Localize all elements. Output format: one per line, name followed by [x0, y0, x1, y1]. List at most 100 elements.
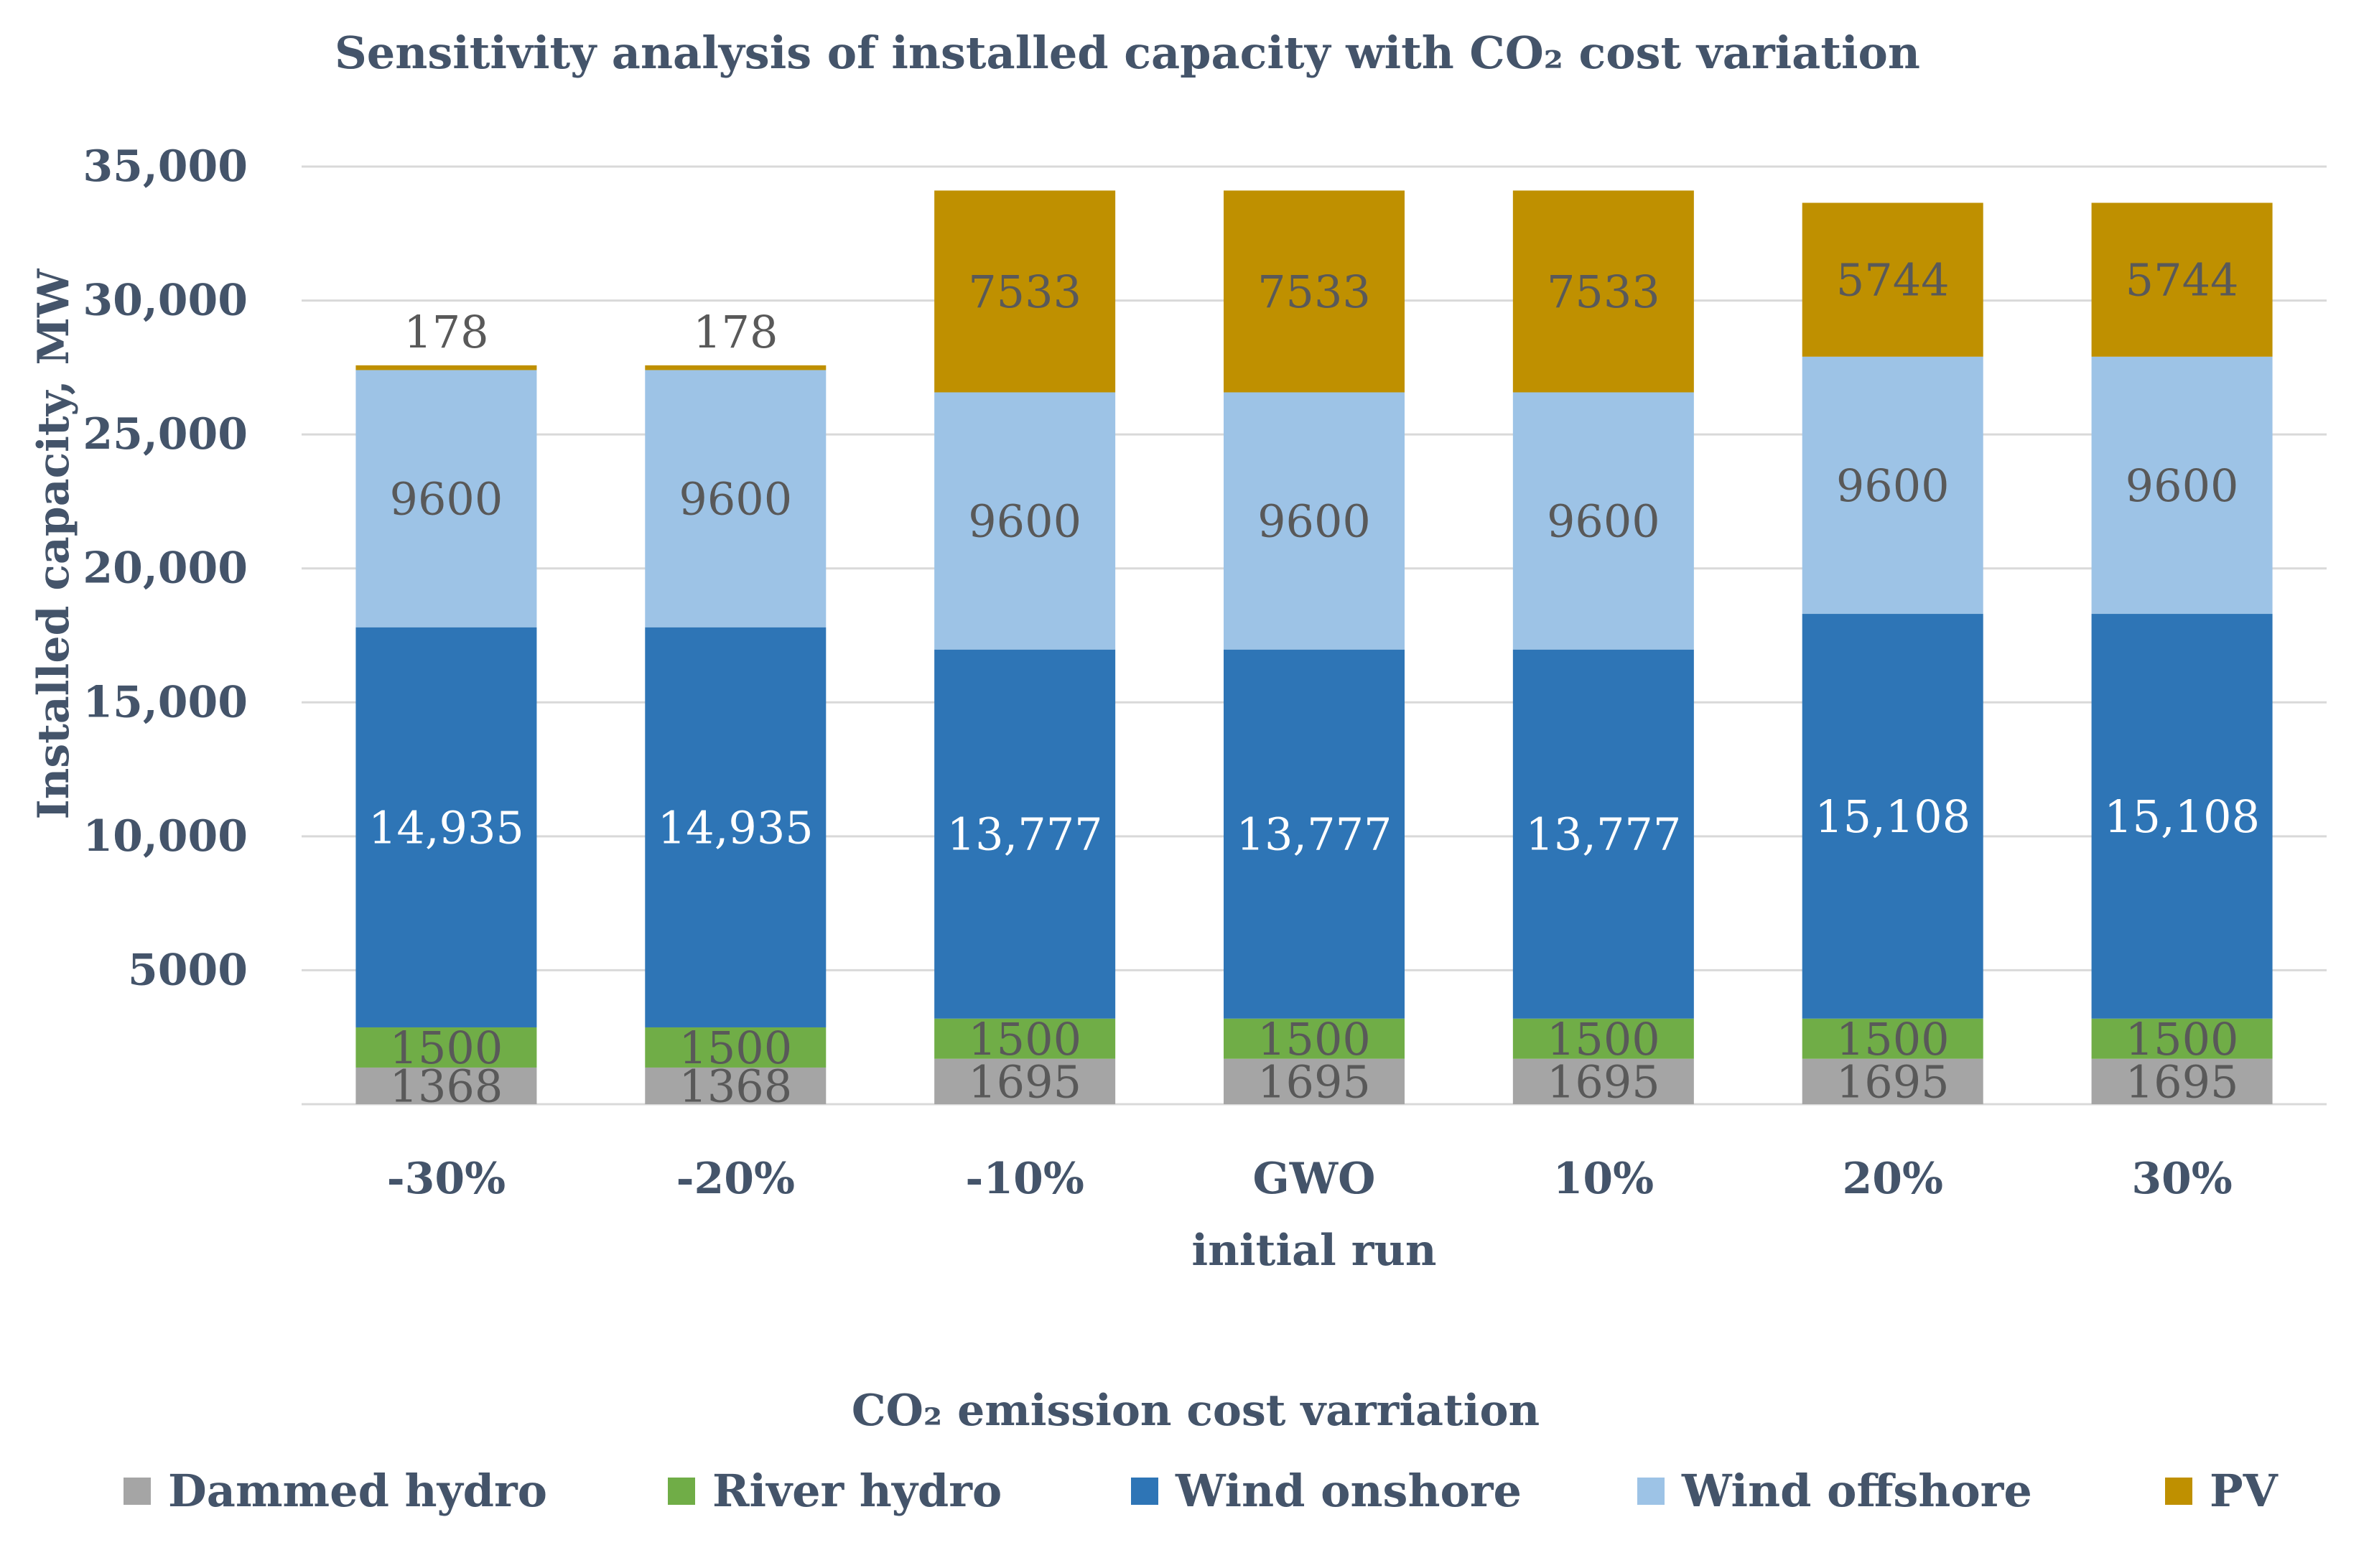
legend-swatch-pv [2165, 1478, 2192, 1505]
legend-label: Wind onshore [1175, 1465, 1522, 1517]
data-label: 1695 [1257, 1055, 1371, 1108]
data-label: 1500 [1547, 1013, 1660, 1065]
x-tick-label: initial run [1191, 1226, 1436, 1276]
bar-segment-wind-offshore [1802, 356, 1983, 615]
legend-swatch-river-hydro [668, 1478, 695, 1505]
bar-segment-river-hydro [355, 1027, 537, 1068]
y-tick-label: 20,000 [83, 543, 248, 594]
data-label: 178 [404, 306, 488, 358]
data-label: 1695 [968, 1055, 1081, 1108]
bar-segment-pv [645, 365, 827, 370]
legend-label: Wind offshore [1681, 1465, 2032, 1517]
data-label: 5744 [1836, 254, 1950, 307]
data-label: 178 [693, 306, 778, 358]
data-label: 9600 [1257, 495, 1371, 548]
legend-label: Dammed hydro [168, 1465, 547, 1517]
bar-segment-river-hydro [1512, 1018, 1694, 1059]
bar-segment-dammed-hydro [1224, 1058, 1405, 1104]
y-tick-label: 10,000 [83, 811, 248, 862]
x-tick-label: 20% [1842, 1154, 1943, 1204]
data-label: 7533 [1547, 266, 1660, 318]
bar-segment-wind-offshore [2091, 356, 2273, 615]
data-label: 7533 [968, 266, 1081, 318]
legend-swatch-wind-offshore [1637, 1478, 1665, 1505]
data-label: 5744 [2126, 254, 2239, 307]
bar-segment-dammed-hydro [934, 1058, 1116, 1104]
bar-segment-river-hydro [2091, 1018, 2273, 1059]
data-label: 1695 [1547, 1055, 1660, 1108]
data-label: 9600 [968, 495, 1081, 548]
bar-segment-pv [934, 190, 1116, 393]
bar-segment-pv [1512, 190, 1694, 393]
bar-segment-wind-onshore [355, 627, 537, 1027]
bar-segment-wind-onshore [1512, 649, 1694, 1019]
bar-segment-wind-offshore [1512, 392, 1694, 650]
data-label: 9600 [390, 473, 503, 526]
data-label: 1500 [2126, 1013, 2239, 1065]
y-tick-label: 35,000 [83, 141, 248, 192]
bar-segment-wind-offshore [355, 370, 537, 627]
bar-segment-wind-onshore [934, 649, 1116, 1019]
data-label: 1368 [390, 1060, 503, 1112]
bar-segment-dammed-hydro [645, 1067, 827, 1104]
data-label: 1500 [1257, 1013, 1371, 1065]
bar-segment-river-hydro [934, 1018, 1116, 1059]
data-label: 14,935 [368, 801, 524, 854]
data-label: 1500 [1836, 1013, 1950, 1065]
x-tick-label: -30% [387, 1154, 506, 1204]
bar-segment-river-hydro [645, 1027, 827, 1068]
bar-segment-wind-offshore [934, 392, 1116, 650]
data-label: 1500 [968, 1013, 1081, 1065]
bar-segment-wind-onshore [645, 627, 827, 1027]
bar-segment-dammed-hydro [1802, 1058, 1983, 1104]
legend: Dammed hydro River hydro Wind onshore Wind … [124, 1465, 2279, 1517]
x-axis-title: CO₂ emission cost varriation [852, 1386, 1540, 1436]
data-label: 14,935 [658, 801, 814, 854]
bars [355, 190, 2273, 1104]
y-tick-label: 15,000 [83, 677, 248, 727]
bar-segment-dammed-hydro [2091, 1058, 2273, 1104]
x-tick-label: 30% [2131, 1154, 2233, 1204]
y-tick-label: 25,000 [83, 409, 248, 459]
data-label: 13,777 [947, 808, 1103, 861]
bar-segment-pv [1802, 202, 1983, 357]
data-label: 15,108 [1815, 790, 1970, 843]
bar-segment-pv [2091, 202, 2273, 357]
data-label: 7533 [1257, 266, 1371, 318]
bar-segment-pv [355, 365, 537, 370]
x-tick-label: 10% [1553, 1154, 1654, 1204]
data-label: 13,777 [1525, 808, 1681, 861]
bar-segment-wind-offshore [1224, 392, 1405, 650]
bar-segment-wind-offshore [645, 370, 827, 627]
data-label: 9600 [1547, 495, 1660, 548]
x-tick-label: -20% [676, 1154, 795, 1204]
bar-segment-wind-onshore [2091, 614, 2273, 1019]
bar-segment-pv [1224, 190, 1405, 393]
y-axis-title: Installed capacity, MW [29, 268, 79, 819]
bar-segment-wind-onshore [1802, 614, 1983, 1019]
data-label: 15,108 [2104, 790, 2260, 843]
data-label: 9600 [2126, 459, 2239, 512]
data-label: 1500 [679, 1022, 792, 1074]
y-tick-label: 30,000 [83, 276, 248, 326]
legend-swatch-wind-onshore [1131, 1478, 1158, 1505]
data-label: 1695 [1836, 1055, 1950, 1108]
data-label: 1368 [679, 1060, 792, 1112]
legend-label: River hydro [712, 1465, 1002, 1517]
x-axis-ticks: -30% -20% -10% GWO initial run 10% 20% 30% [387, 1154, 2233, 1276]
y-axis-ticks: 5000 10,000 15,000 20,000 25,000 30,000 35,000 [83, 141, 248, 995]
bar-segment-dammed-hydro [1512, 1058, 1694, 1104]
y-tick-label: 5000 [128, 945, 248, 995]
data-labels: 1368150014,93596001781368150014,93596001… [368, 254, 2260, 1113]
data-label: 9600 [1836, 459, 1950, 512]
data-label: 1695 [2126, 1055, 2239, 1108]
bar-segment-wind-onshore [1224, 649, 1405, 1019]
x-tick-label: -10% [965, 1154, 1084, 1204]
bar-segment-river-hydro [1802, 1018, 1983, 1059]
data-label: 9600 [679, 473, 792, 526]
bar-segment-dammed-hydro [355, 1067, 537, 1104]
chart-title: Sensitivity analysis of installed capaci… [335, 27, 1920, 79]
x-tick-label: GWO [1253, 1154, 1376, 1204]
data-label: 13,777 [1237, 808, 1392, 861]
